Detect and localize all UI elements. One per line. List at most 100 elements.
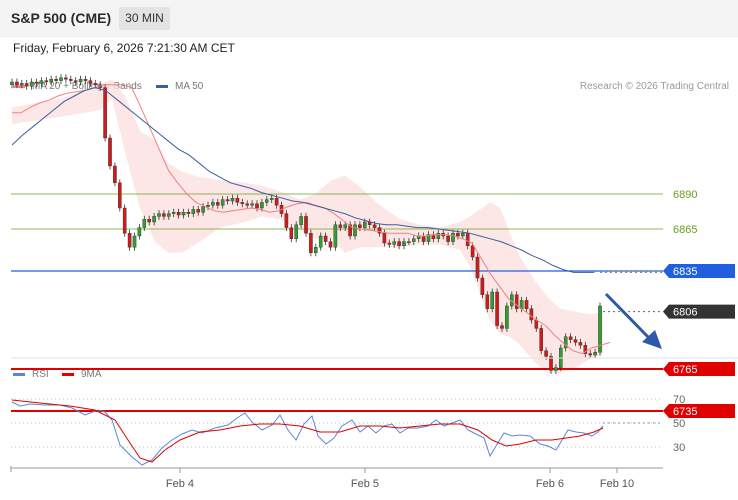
level-label-0: 6890 — [673, 189, 697, 201]
candle-63 — [318, 232, 323, 251]
candle-body — [549, 356, 553, 371]
candle-body — [514, 294, 519, 309]
candle-body — [147, 218, 152, 223]
candle-body — [490, 291, 495, 309]
timeframe-button[interactable]: 30 MIN — [119, 7, 170, 30]
candle-37 — [191, 205, 196, 218]
candle-body — [500, 325, 504, 329]
ma20-line — [12, 84, 611, 355]
candle-body — [235, 197, 240, 203]
candle-body — [103, 87, 107, 139]
level-tag-3 — [663, 304, 735, 319]
candle-body — [583, 345, 588, 354]
candle-35 — [181, 208, 186, 219]
candle-body — [157, 213, 161, 217]
candle-body — [59, 77, 63, 81]
candle-5 — [34, 78, 39, 87]
legend-ma50: MA 50 — [156, 81, 203, 92]
candle-71 — [358, 221, 362, 232]
x-axis-label-1: Feb 5 — [351, 478, 379, 490]
candle-body — [39, 80, 44, 84]
candle-61 — [309, 229, 313, 257]
candle-118 — [588, 350, 592, 359]
candle-body — [353, 224, 357, 237]
candle-body — [505, 305, 509, 329]
candle-body — [284, 213, 289, 228]
level-tag-5 — [663, 404, 735, 418]
level-tag-4 — [663, 362, 735, 376]
candle-110 — [549, 352, 553, 374]
rsi-tick-label-1: 50 — [673, 418, 685, 430]
candle-body — [44, 80, 49, 83]
legend-rsi-label: RSI — [32, 369, 49, 380]
legend-9ma: 9MA — [62, 369, 102, 380]
candle-body — [392, 241, 397, 245]
ma20-swatch — [13, 85, 25, 88]
candle-body — [563, 336, 568, 349]
level-label-5: 6735 — [673, 406, 697, 418]
ma50-line — [11, 87, 595, 273]
candle-body — [299, 216, 303, 225]
candle-101 — [505, 302, 509, 332]
candle-body — [363, 221, 367, 228]
candle-65 — [328, 238, 333, 251]
candle-body — [250, 203, 254, 206]
candle-32 — [166, 210, 171, 220]
candle-body — [524, 300, 529, 309]
candle-3 — [24, 79, 29, 90]
candle-body — [387, 242, 392, 245]
candle-53 — [269, 194, 274, 204]
candle-4 — [29, 78, 34, 90]
candle-99 — [495, 288, 499, 330]
candle-body — [529, 308, 534, 321]
candle-45 — [230, 194, 235, 205]
legend-9ma-label: 9MA — [81, 369, 102, 380]
candle-body — [265, 199, 269, 203]
candle-41 — [211, 198, 215, 209]
candle-79 — [397, 238, 401, 250]
candle-body — [495, 291, 499, 326]
candle-body — [88, 80, 93, 84]
candle-28 — [147, 215, 152, 226]
candle-body — [598, 305, 602, 353]
candle-70 — [353, 221, 357, 240]
candle-36 — [186, 208, 191, 218]
candle-46 — [235, 194, 240, 206]
candle-117 — [583, 341, 588, 358]
candle-body — [294, 224, 299, 240]
candle-97 — [485, 291, 490, 313]
candle-body — [333, 224, 338, 248]
candle-body — [186, 211, 191, 214]
candle-26 — [137, 224, 142, 240]
candle-9 — [54, 75, 58, 85]
candle-body — [534, 319, 539, 329]
candle-92 — [461, 229, 465, 240]
candle-body — [397, 241, 401, 247]
candle-40 — [206, 201, 210, 211]
candle-body — [49, 78, 53, 83]
candle-body — [162, 213, 166, 217]
candle-body — [10, 81, 14, 85]
candle-body — [343, 224, 348, 228]
candle-body — [225, 199, 230, 202]
candle-52 — [265, 196, 269, 206]
candle-81 — [407, 238, 411, 246]
candle-98 — [490, 288, 495, 313]
candle-60 — [304, 212, 308, 237]
candle-27 — [142, 215, 147, 232]
candle-66 — [333, 221, 338, 251]
candle-body — [181, 211, 186, 216]
candle-body — [470, 245, 475, 258]
candle-22 — [117, 179, 122, 212]
candle-body — [68, 78, 73, 81]
x-axis-label-3: Feb 10 — [600, 478, 634, 490]
candle-13 — [73, 77, 78, 86]
candle-body — [64, 77, 68, 80]
candle-96 — [480, 274, 485, 299]
level-tag-2 — [663, 264, 735, 278]
candle-body — [113, 165, 117, 183]
rsi-tick-label-0: 70 — [673, 394, 685, 406]
legend-ma50-label: MA 50 — [175, 81, 204, 92]
candle-67 — [338, 221, 343, 232]
candle-body — [372, 224, 377, 228]
